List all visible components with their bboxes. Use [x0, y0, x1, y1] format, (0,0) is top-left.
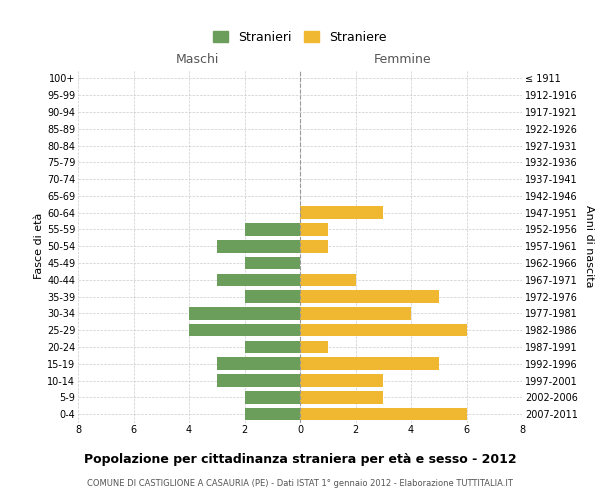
Text: COMUNE DI CASTIGLIONE A CASAURIA (PE) - Dati ISTAT 1° gennaio 2012 - Elaborazion: COMUNE DI CASTIGLIONE A CASAURIA (PE) - … [87, 479, 513, 488]
Bar [245, 391, 300, 404]
Bar [300, 358, 439, 370]
Bar [245, 223, 300, 236]
Bar [300, 374, 383, 387]
Bar [300, 324, 467, 336]
Bar [300, 240, 328, 252]
Bar [217, 274, 300, 286]
Bar [217, 374, 300, 387]
Text: Femmine: Femmine [373, 54, 431, 66]
Bar [245, 256, 300, 270]
Bar [217, 240, 300, 252]
Bar [217, 358, 300, 370]
Bar [300, 290, 439, 303]
Text: Popolazione per cittadinanza straniera per età e sesso - 2012: Popolazione per cittadinanza straniera p… [83, 452, 517, 466]
Text: Maschi: Maschi [176, 54, 220, 66]
Y-axis label: Fasce di età: Fasce di età [34, 213, 44, 280]
Bar [300, 307, 411, 320]
Bar [300, 223, 328, 236]
Bar [189, 324, 300, 336]
Bar [300, 206, 383, 219]
Bar [245, 408, 300, 420]
Bar [300, 391, 383, 404]
Bar [245, 290, 300, 303]
Bar [300, 340, 328, 353]
Bar [189, 307, 300, 320]
Bar [300, 274, 355, 286]
Bar [300, 408, 467, 420]
Y-axis label: Anni di nascita: Anni di nascita [584, 205, 595, 288]
Bar [245, 340, 300, 353]
Legend: Stranieri, Straniere: Stranieri, Straniere [209, 27, 391, 48]
